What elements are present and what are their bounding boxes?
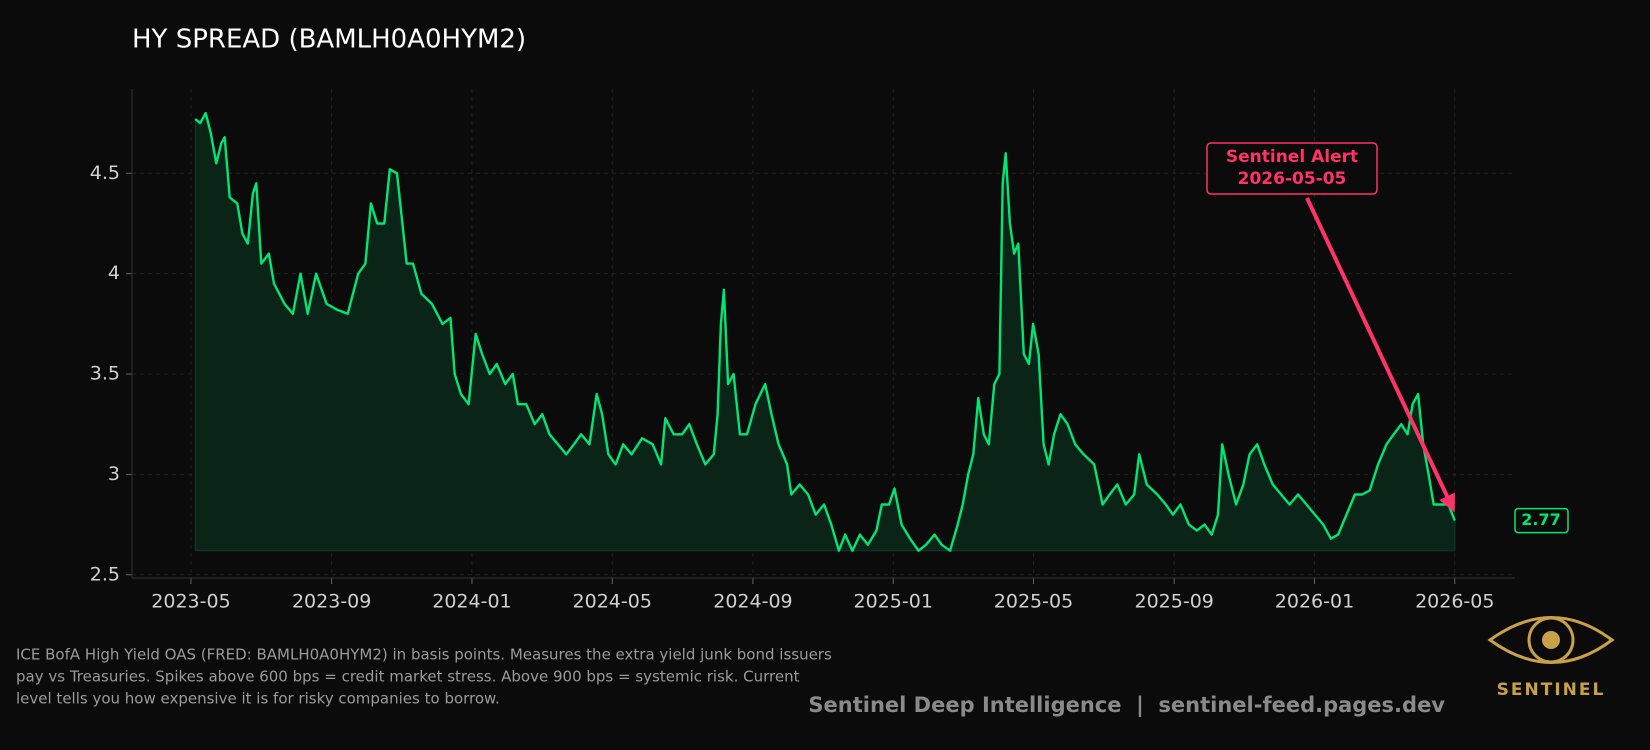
annotation-date: 2026-05-05 bbox=[1238, 169, 1347, 189]
logo-eye bbox=[1487, 616, 1615, 664]
last-value-label: 2.77 bbox=[1521, 510, 1560, 529]
x-tick-label: 2024-05 bbox=[573, 591, 652, 613]
logo-text: SENTINEL bbox=[1497, 680, 1606, 700]
annotation-arrow bbox=[1305, 197, 1450, 499]
x-tick-label: 2026-05 bbox=[1415, 591, 1494, 613]
x-tick-label: 2026-01 bbox=[1275, 591, 1354, 613]
y-tick-label: 4 bbox=[108, 262, 120, 284]
description: pay vs Treasuries. Spikes above 600 bps … bbox=[16, 668, 800, 686]
y-tick-label: 3.5 bbox=[90, 363, 120, 385]
description: ICE BofA High Yield OAS (FRED: BAMLH0A0H… bbox=[16, 646, 832, 664]
last-value-badge bbox=[1514, 507, 1569, 534]
logo-pupil bbox=[1542, 631, 1560, 649]
y-tick-label: 4.5 bbox=[90, 162, 120, 184]
credit: Sentinel Deep Intelligence | sentinel-fe… bbox=[808, 693, 1445, 718]
annotation-box bbox=[1206, 142, 1378, 195]
logo-iris bbox=[1527, 616, 1575, 664]
y-tick-label: 2.5 bbox=[90, 563, 120, 585]
y-tick-label: 3 bbox=[108, 463, 120, 485]
x-tick-label: 2025-01 bbox=[854, 591, 933, 613]
x-tick-label: 2024-09 bbox=[713, 591, 792, 613]
description: level tells you how expensive it is for … bbox=[16, 690, 500, 708]
chart-title: HY SPREAD (BAMLH0A0HYM2) bbox=[132, 25, 526, 55]
logo: SENTINEL bbox=[1487, 616, 1615, 700]
x-tick-label: 2023-05 bbox=[151, 591, 230, 613]
x-tick-label: 2025-09 bbox=[1135, 591, 1214, 613]
x-tick-label: 2023-09 bbox=[292, 591, 371, 613]
annotation-arrowhead bbox=[1439, 492, 1455, 513]
x-tick-label: 2024-01 bbox=[432, 591, 511, 613]
x-tick-label: 2025-05 bbox=[994, 591, 1073, 613]
line bbox=[194, 111, 1456, 552]
annotation-text: Sentinel Alert bbox=[1226, 147, 1358, 167]
